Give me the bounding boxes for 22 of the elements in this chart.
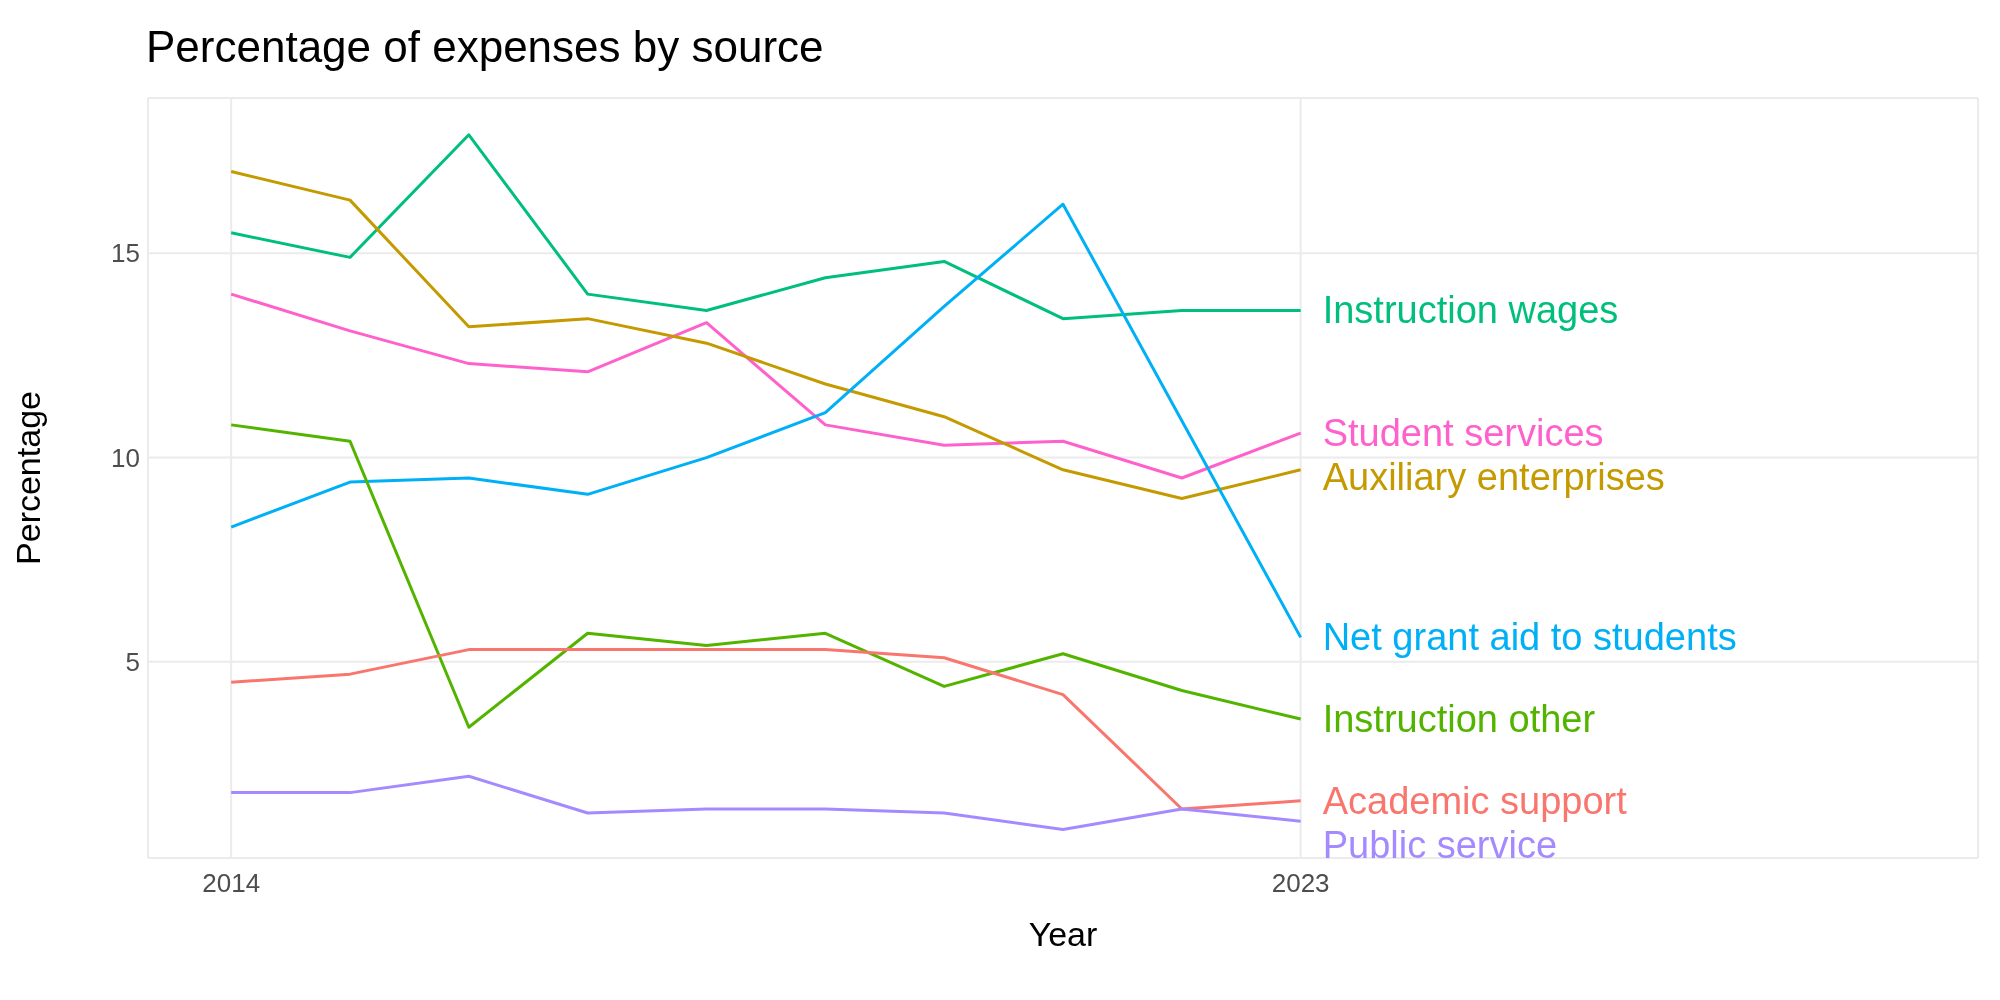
series-label: Net grant aid to students [1322,616,1737,659]
series-label: Academic support [1322,779,1628,822]
x-tick-label: 2023 [1271,868,1330,899]
y-tick-label: 5 [125,647,140,678]
series-label: Auxiliary enterprises [1322,456,1665,499]
x-axis-title: Year [1028,915,1098,953]
series-label: Instruction other [1322,698,1596,741]
y-tick-label: 10 [111,442,140,473]
line-series [229,774,1303,831]
line-series [229,648,1303,811]
y-axis-title: Percentage [9,391,48,565]
series-label: Public service [1322,823,1558,866]
chart-title: Percentage of expenses by source [146,22,824,72]
line-series [229,292,1303,480]
line-series [229,170,1303,500]
line-series [229,133,1303,321]
line-series [229,202,1303,639]
x-tick-label: 2014 [202,868,261,899]
line-series [229,423,1303,729]
series-label: Instruction wages [1322,289,1619,332]
y-tick-label: 15 [111,238,140,269]
series-label: Student services [1322,412,1604,455]
